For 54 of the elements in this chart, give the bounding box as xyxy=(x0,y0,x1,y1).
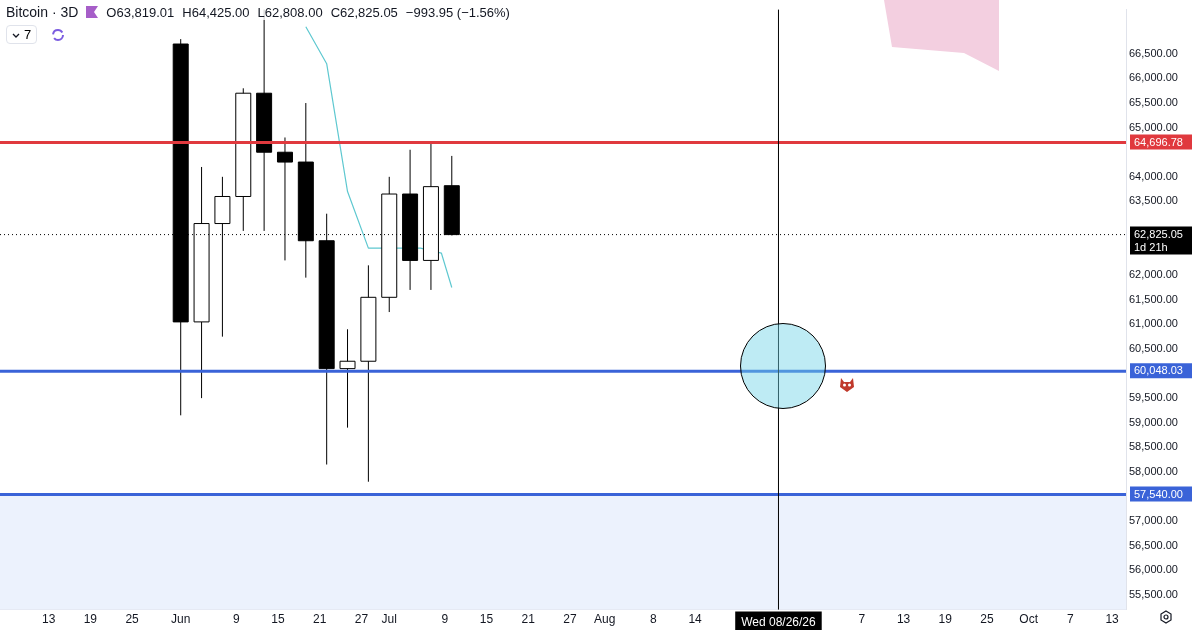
x-tick-label: 15 xyxy=(271,612,286,627)
x-tick-label: 13 xyxy=(41,612,56,627)
y-tick-label: 58,500.00 xyxy=(1129,440,1178,453)
y-tick-label: 60,500.00 xyxy=(1129,341,1178,354)
annotation: H64,425.00 xyxy=(182,4,250,20)
x-tick-label: 27 xyxy=(354,612,369,627)
annotation: C62,825.05 xyxy=(330,4,398,20)
y-tick-label: 61,000.00 xyxy=(1129,317,1178,330)
ref-line-label: Wed 08/26/26 xyxy=(741,614,817,629)
x-tick-label: 25 xyxy=(980,612,994,627)
ref-line-label: 62,825.05 xyxy=(1134,227,1183,240)
y-tick-label: 55,500.00 xyxy=(1129,587,1178,600)
y-tick-label: 58,000.00 xyxy=(1129,464,1178,477)
x-tick-label: 8 xyxy=(650,612,658,627)
x-tick-label: 21 xyxy=(521,612,536,627)
y-tick-label: 64,000.00 xyxy=(1129,169,1178,182)
chart-title: Bitcoin · 3D xyxy=(6,4,79,20)
annotation: 7 xyxy=(6,25,38,44)
x-tick-label: 25 xyxy=(125,612,140,627)
x-tick-label: 7 xyxy=(1067,612,1075,627)
ref-line-label: 57,540.00 xyxy=(1134,487,1183,500)
ref-line-label: 64,696.78 xyxy=(1134,135,1183,148)
x-tick-label: 9 xyxy=(232,612,240,627)
y-tick-label: 62,000.00 xyxy=(1129,268,1178,281)
x-tick-label: 9 xyxy=(441,612,449,627)
text: 1d 21h xyxy=(1134,240,1168,253)
x-tick-label: 19 xyxy=(83,612,98,627)
x-tick-label: Jun xyxy=(171,612,191,627)
annotation: O63,819.01 xyxy=(106,4,175,20)
y-tick-label: 56,000.00 xyxy=(1129,563,1178,576)
y-tick-label: 65,500.00 xyxy=(1129,96,1178,109)
y-tick-label: 56,500.00 xyxy=(1129,538,1178,551)
x-tick-label: 21 xyxy=(313,612,327,627)
x-tick-label: 7 xyxy=(858,612,866,627)
y-tick-label: 61,500.00 xyxy=(1129,292,1178,305)
y-tick-label: 66,000.00 xyxy=(1129,71,1178,84)
x-tick-label: 27 xyxy=(563,612,577,627)
annotation: −993.95 (−1.56%) xyxy=(405,4,510,20)
y-tick-label: 65,000.00 xyxy=(1129,120,1178,133)
x-tick-label: 13 xyxy=(896,612,911,627)
x-tick-label: 13 xyxy=(1105,612,1120,627)
ref-line-label: 60,048.03 xyxy=(1134,364,1183,377)
x-tick-label: Jul xyxy=(381,612,397,627)
y-tick-label: 63,500.00 xyxy=(1129,194,1178,207)
y-tick-label: 59,500.00 xyxy=(1129,391,1178,404)
y-tick-label: 66,500.00 xyxy=(1129,46,1178,59)
x-tick-label: 19 xyxy=(938,612,953,627)
x-tick-label: Oct xyxy=(1019,612,1039,627)
x-tick-label: 14 xyxy=(688,612,703,627)
x-tick-label: 15 xyxy=(479,612,494,627)
annotation: L62,808.00 xyxy=(257,4,323,20)
y-tick-label: 57,000.00 xyxy=(1129,514,1178,527)
x-tick-label: Aug xyxy=(594,612,616,627)
y-tick-label: 59,000.00 xyxy=(1129,415,1178,428)
